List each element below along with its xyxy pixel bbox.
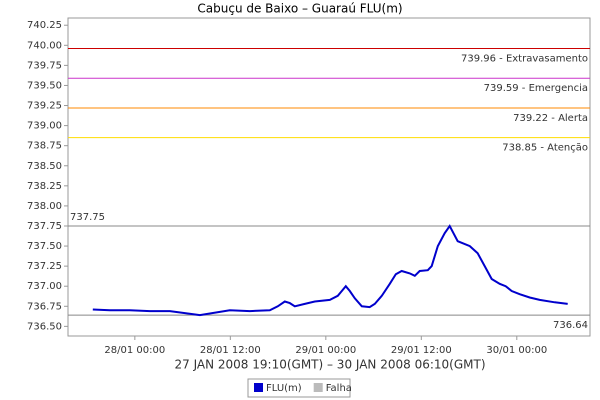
y-tick-label: 739.75 bbox=[27, 60, 62, 71]
x-tick-label: 30/01 00:00 bbox=[486, 345, 547, 356]
y-tick-label: 740.25 bbox=[27, 20, 62, 31]
y-tick-label: 737.25 bbox=[27, 261, 62, 272]
y-tick-label: 737.50 bbox=[27, 241, 62, 252]
reference-label: 739.96 - Extravasamento bbox=[461, 54, 588, 65]
legend-swatch bbox=[313, 383, 323, 392]
x-axis-label: 27 JAN 2008 19:10(GMT) – 30 JAN 2008 06:… bbox=[174, 358, 485, 372]
plot-area bbox=[67, 17, 591, 337]
x-tick-label: 29/01 00:00 bbox=[295, 345, 356, 356]
legend-label: FLU(m) bbox=[266, 383, 302, 394]
x-tick-label: 29/01 12:00 bbox=[391, 345, 452, 356]
legend-swatch bbox=[254, 383, 263, 392]
y-tick-label: 738.00 bbox=[27, 201, 62, 212]
y-tick-label: 736.75 bbox=[27, 301, 62, 312]
y-tick-label: 736.50 bbox=[27, 321, 62, 332]
y-tick-label: 738.75 bbox=[27, 141, 62, 152]
y-tick-label: 739.25 bbox=[27, 101, 62, 112]
y-tick-label: 738.25 bbox=[27, 181, 62, 192]
y-tick-label: 739.00 bbox=[27, 121, 62, 132]
y-tick-label: 738.50 bbox=[27, 161, 62, 172]
x-tick-label: 28/01 00:00 bbox=[104, 345, 165, 356]
data-line bbox=[92, 224, 568, 317]
y-tick-label: 740.00 bbox=[27, 40, 62, 51]
legend bbox=[247, 378, 351, 398]
reference-label: 737.75 bbox=[70, 212, 105, 223]
y-tick-label: 739.50 bbox=[27, 80, 62, 91]
reference-label: 738.85 - Atenção bbox=[502, 143, 588, 154]
chart-title: Cabuçu de Baixo – Guaraú FLU(m) bbox=[197, 2, 402, 16]
y-tick-label: 737.00 bbox=[27, 281, 62, 292]
legend-label: Falha bbox=[326, 383, 352, 394]
reference-label: 736.64 bbox=[553, 320, 588, 331]
reference-label: 739.59 - Emergencia bbox=[484, 83, 588, 94]
reference-label: 739.22 - Alerta bbox=[513, 113, 588, 124]
y-tick-label: 737.75 bbox=[27, 221, 62, 232]
x-tick-label: 28/01 12:00 bbox=[200, 345, 261, 356]
